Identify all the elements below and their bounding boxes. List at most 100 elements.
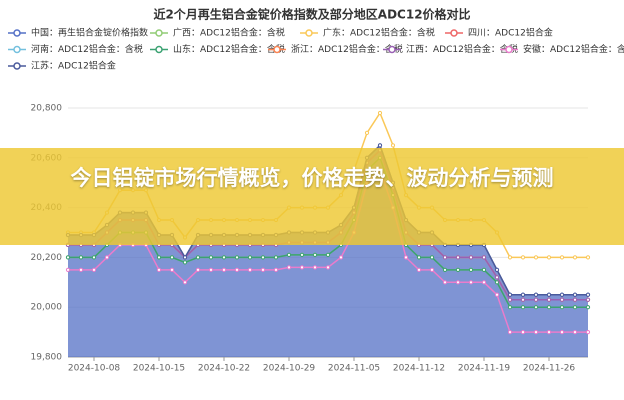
- point: [442, 267, 448, 272]
- point: [546, 330, 552, 335]
- legend-label: 山东：ADC12铝合金：含税: [173, 43, 285, 55]
- point: [559, 255, 565, 260]
- legend-icon: [13, 45, 21, 54]
- point: [520, 255, 526, 260]
- x-tick-label: 2024-10-22: [198, 364, 250, 374]
- point: [429, 267, 435, 272]
- point: [507, 330, 513, 335]
- point: [585, 330, 591, 335]
- point: [325, 252, 331, 258]
- legend-icon: [155, 45, 163, 54]
- legend-icon: [505, 45, 513, 54]
- point: [312, 265, 318, 270]
- point: [312, 252, 318, 258]
- point: [260, 255, 266, 260]
- point: [91, 267, 97, 272]
- point: [78, 267, 84, 272]
- point: [273, 267, 279, 272]
- point: [468, 255, 474, 260]
- legend-label: 广西：ADC12铝合金：含税: [173, 27, 285, 39]
- point: [546, 292, 552, 297]
- point: [455, 280, 461, 285]
- point: [507, 305, 513, 310]
- point: [533, 305, 539, 310]
- legend-icon: [450, 29, 458, 37]
- point: [572, 292, 578, 297]
- point: [481, 255, 487, 260]
- legend-label: 江苏：ADC12铝合金: [31, 60, 116, 72]
- point: [468, 267, 474, 272]
- x-tick-label: 2024-10-15: [133, 364, 185, 374]
- point: [546, 255, 552, 260]
- x-tick-label: 2024-10-08: [68, 364, 121, 374]
- point: [468, 280, 474, 285]
- point: [221, 267, 227, 272]
- point: [182, 280, 188, 285]
- legend-icon: [388, 45, 396, 54]
- banner-text: 今日铝锭市场行情概览，价格走势、波动分析与预测: [70, 166, 554, 190]
- banner-band: [0, 148, 624, 245]
- point: [494, 292, 500, 297]
- point: [338, 255, 344, 260]
- point: [572, 330, 578, 335]
- point: [208, 255, 214, 260]
- point: [182, 260, 188, 265]
- point: [520, 305, 526, 310]
- point: [559, 305, 565, 310]
- point: [520, 330, 526, 335]
- point: [182, 255, 188, 260]
- point: [572, 255, 578, 260]
- point: [299, 265, 305, 270]
- legend-label: 广东：ADC12铝合金：含税: [323, 27, 435, 39]
- point: [416, 255, 422, 260]
- point: [585, 297, 591, 302]
- point: [546, 305, 552, 310]
- x-tick-label: 2024-11-26: [523, 364, 576, 374]
- point: [65, 267, 71, 272]
- legend-label: 中国：再生铝合金锭价格指数: [31, 27, 148, 39]
- x-tick-label: 2024-11-19: [458, 364, 511, 374]
- point: [533, 297, 539, 302]
- point: [533, 292, 539, 297]
- point: [377, 110, 383, 116]
- x-tick-label: 2024-11-12: [393, 364, 445, 374]
- point: [494, 267, 500, 272]
- point: [572, 305, 578, 310]
- point: [533, 330, 539, 335]
- point: [507, 292, 513, 297]
- legend-icon: [13, 29, 21, 37]
- legend-icon: [273, 45, 281, 54]
- point: [169, 267, 175, 272]
- point: [247, 255, 253, 260]
- point: [104, 255, 110, 260]
- legend-label: 河南：ADC12铝合金：含税: [31, 43, 143, 55]
- legend-label: 安徽：ADC12铝合金：含税: [523, 43, 624, 55]
- point: [195, 267, 201, 272]
- x-tick-label: 2024-11-05: [328, 364, 380, 374]
- point: [299, 252, 305, 258]
- point: [273, 255, 279, 260]
- point: [325, 265, 331, 270]
- point: [585, 305, 591, 310]
- point: [416, 267, 422, 272]
- point: [455, 255, 461, 260]
- y-tick-label: 20,000: [31, 303, 63, 313]
- y-tick-label: 20,200: [31, 253, 63, 263]
- point: [546, 297, 552, 302]
- point: [91, 255, 97, 260]
- point: [494, 275, 500, 280]
- point: [494, 280, 500, 285]
- point: [286, 252, 292, 258]
- point: [234, 267, 240, 272]
- point: [403, 255, 409, 260]
- point: [78, 255, 84, 260]
- point: [234, 255, 240, 260]
- legend-label: 四川：ADC12铝合金: [468, 27, 553, 39]
- point: [585, 292, 591, 297]
- point: [286, 265, 292, 270]
- point: [507, 297, 513, 302]
- area: [68, 145, 588, 357]
- point: [455, 267, 461, 272]
- point: [507, 255, 513, 260]
